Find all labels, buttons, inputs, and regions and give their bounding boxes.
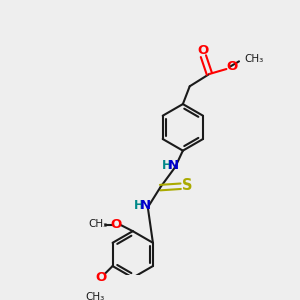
Text: CH₃: CH₃ — [88, 219, 107, 229]
Text: N: N — [167, 159, 178, 172]
Text: O: O — [95, 271, 106, 284]
Text: H: H — [134, 200, 144, 212]
Text: N: N — [140, 200, 151, 212]
Text: CH₃: CH₃ — [244, 54, 264, 64]
Text: S: S — [182, 178, 193, 193]
Text: O: O — [227, 60, 238, 73]
Text: CH₃: CH₃ — [86, 292, 105, 300]
Text: H: H — [161, 159, 171, 172]
Text: O: O — [197, 44, 208, 57]
Text: O: O — [111, 218, 122, 230]
